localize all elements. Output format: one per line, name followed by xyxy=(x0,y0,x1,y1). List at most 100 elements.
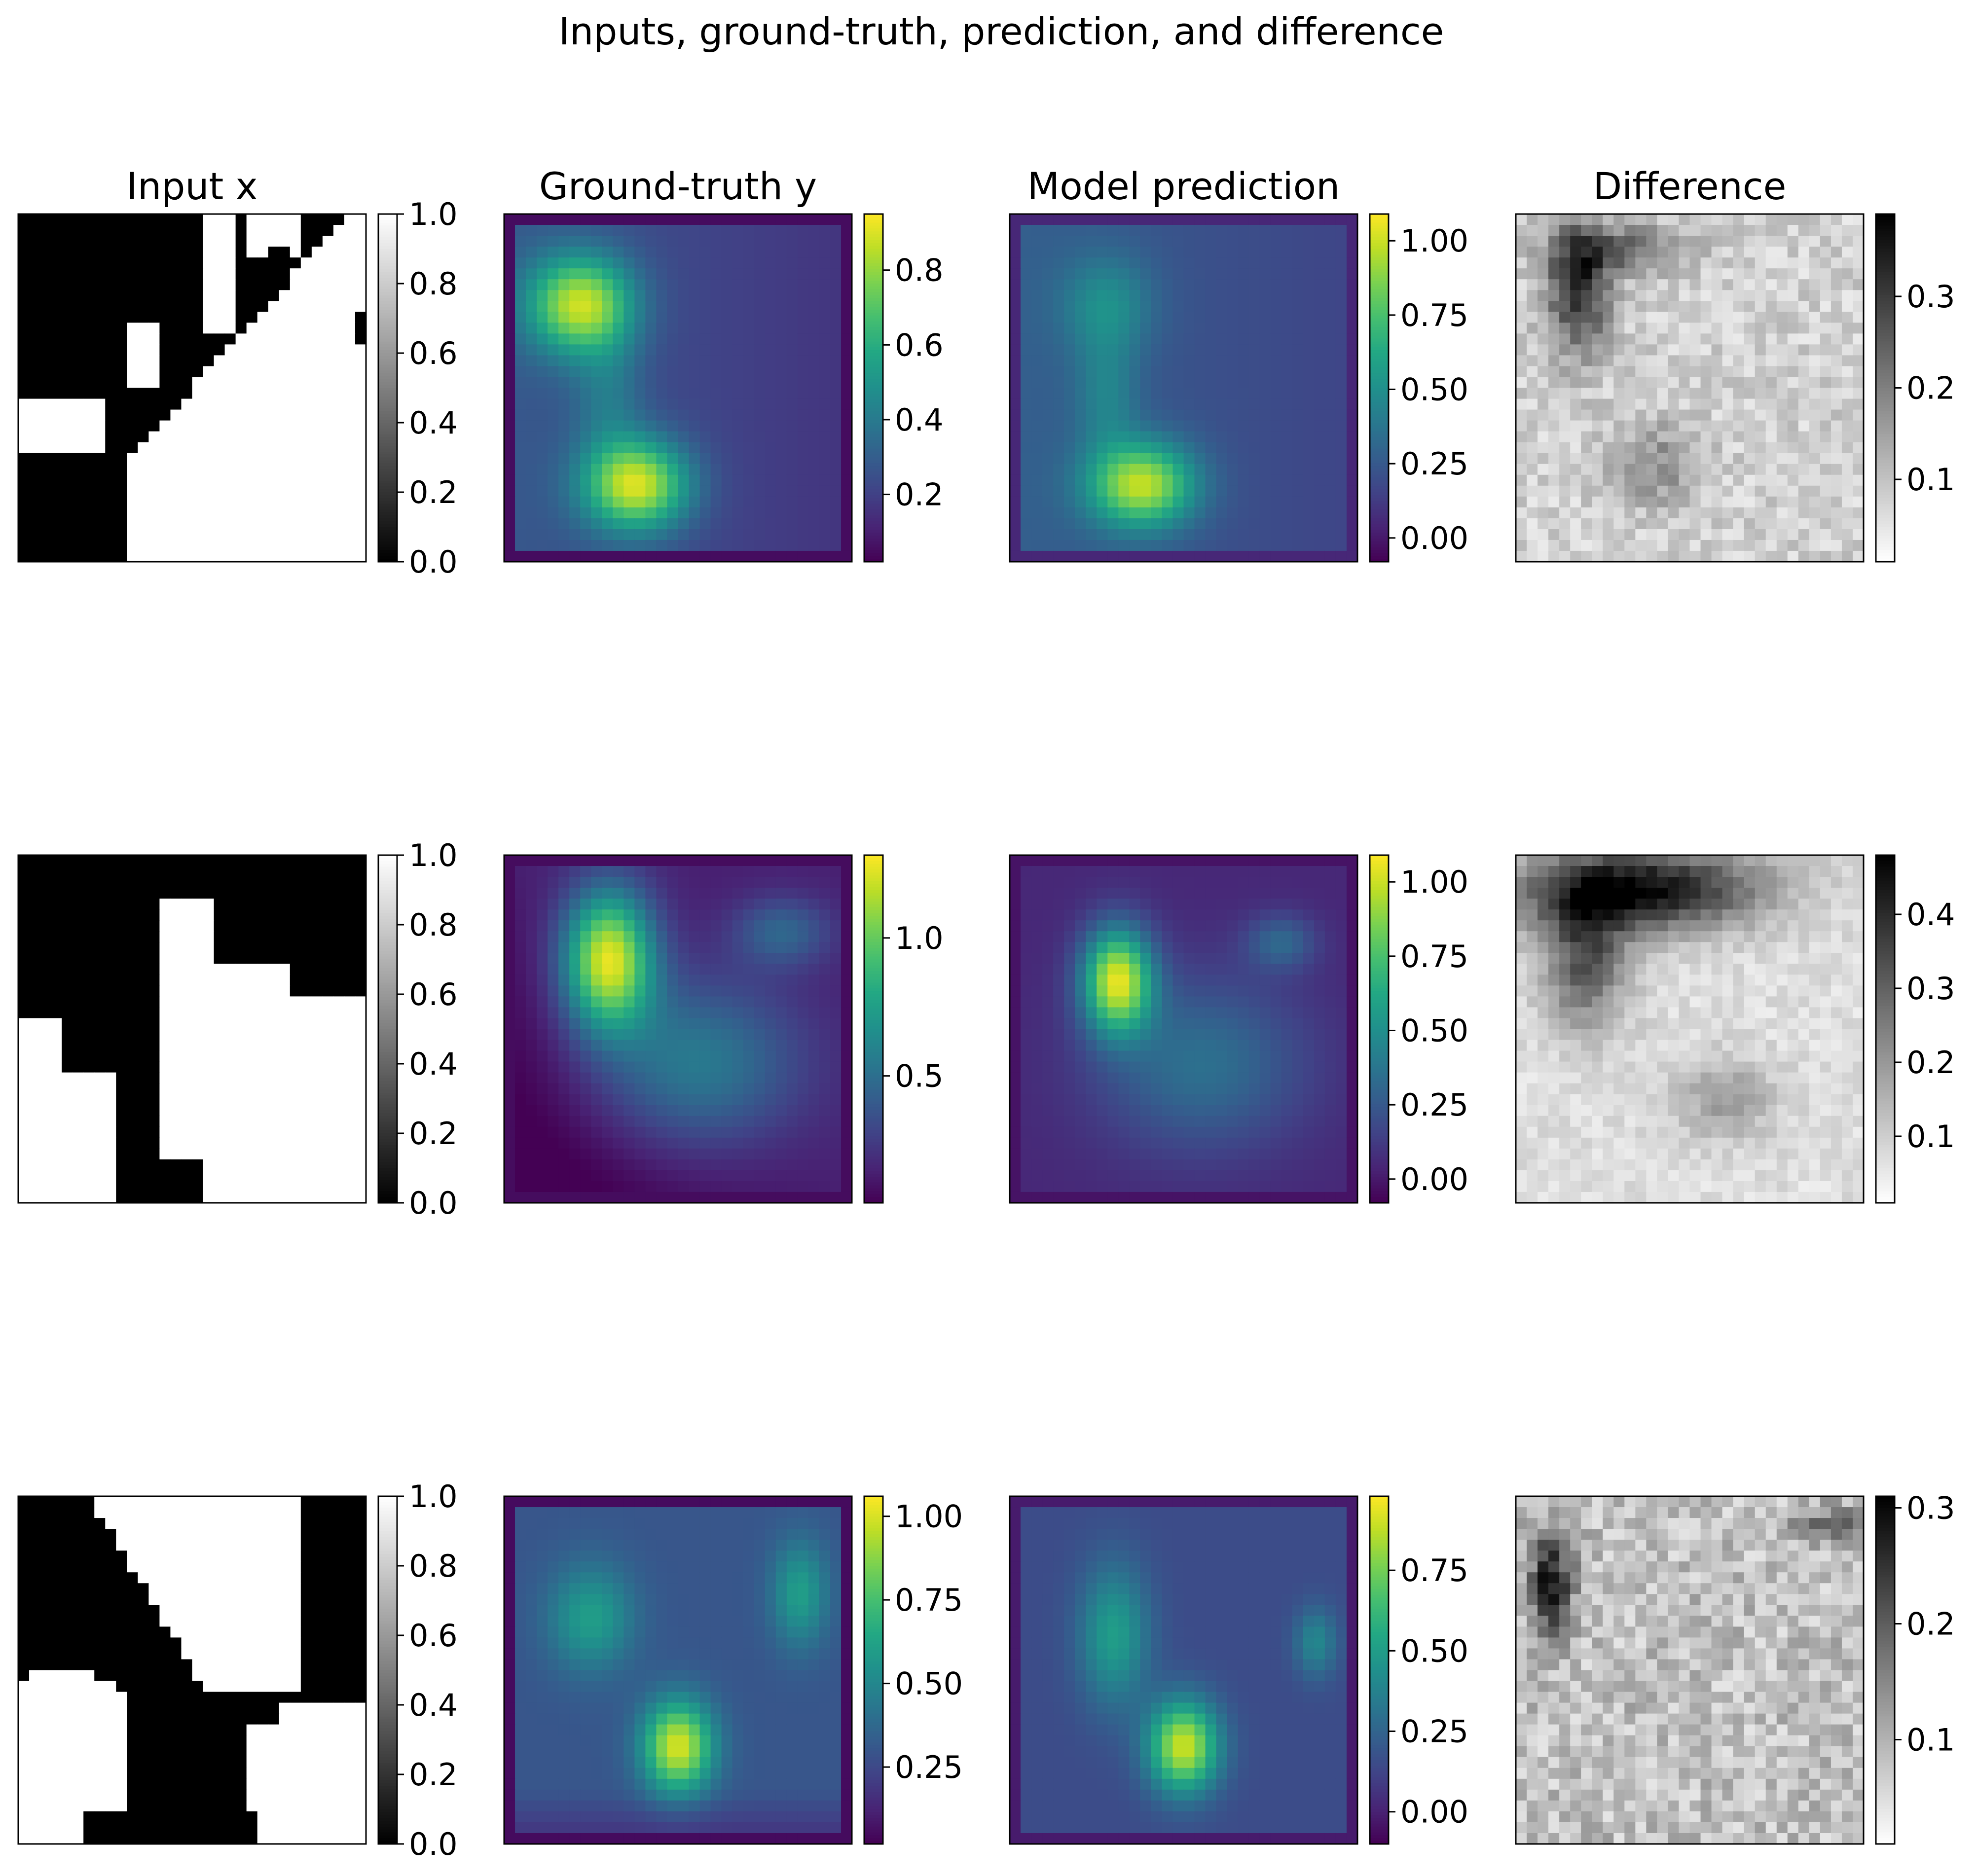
heatmap-cell xyxy=(73,974,84,986)
heatmap-cell xyxy=(40,942,51,953)
heatmap-cell xyxy=(1194,214,1206,225)
heatmap-cell xyxy=(1733,550,1745,562)
heatmap-cell xyxy=(170,877,182,888)
heatmap-cell xyxy=(105,855,116,866)
heatmap-cell xyxy=(689,485,700,497)
heatmap-cell xyxy=(797,268,809,280)
heatmap-cell xyxy=(1787,398,1799,410)
colorbar-gradient-step xyxy=(378,451,397,455)
heatmap-cell xyxy=(181,333,193,345)
colorbar-gradient-step xyxy=(1370,312,1389,316)
heatmap-cell xyxy=(73,257,84,269)
heatmap-cell xyxy=(1238,398,1249,410)
heatmap-cell xyxy=(1798,529,1810,541)
heatmap-cell xyxy=(1314,268,1325,280)
heatmap-cell xyxy=(18,388,30,399)
heatmap-cell xyxy=(355,496,366,508)
heatmap-cell xyxy=(1852,377,1864,389)
heatmap-cell xyxy=(1689,485,1701,497)
heatmap-cell xyxy=(300,398,312,410)
heatmap-cell xyxy=(159,540,171,551)
heatmap-cell xyxy=(279,888,291,899)
heatmap-cell xyxy=(1107,247,1119,258)
heatmap-cell xyxy=(786,507,798,519)
heatmap-cell xyxy=(181,529,193,541)
heatmap-cell xyxy=(1097,333,1108,345)
heatmap-cell xyxy=(333,355,345,367)
heatmap-cell xyxy=(333,225,345,236)
heatmap-cell xyxy=(1820,214,1831,225)
heatmap-cell xyxy=(1852,431,1864,443)
heatmap-cell xyxy=(116,323,127,334)
heatmap-cell xyxy=(29,279,40,290)
heatmap-cell xyxy=(743,301,755,312)
colorbar-gradient-step xyxy=(1370,240,1389,244)
heatmap-cell xyxy=(1581,474,1592,486)
heatmap-cell xyxy=(1086,257,1097,269)
heatmap-cell xyxy=(765,550,776,562)
heatmap-cell xyxy=(268,409,280,421)
heatmap-cell xyxy=(73,442,84,454)
heatmap-cell xyxy=(1335,214,1347,225)
heatmap-cell xyxy=(1538,344,1549,356)
heatmap-cell xyxy=(1324,355,1336,367)
heatmap-cell xyxy=(1172,236,1184,247)
heatmap-cell xyxy=(1270,474,1282,486)
heatmap-cell xyxy=(689,301,700,312)
heatmap-cell xyxy=(1107,485,1119,497)
heatmap-cell xyxy=(1657,388,1669,399)
heatmap-cell xyxy=(1809,496,1821,508)
heatmap-cell xyxy=(1787,442,1799,454)
heatmap-cell xyxy=(1248,540,1260,551)
heatmap-cell xyxy=(1841,409,1853,421)
heatmap-cell xyxy=(1314,236,1325,247)
heatmap-cell xyxy=(1798,474,1810,486)
heatmap-cell xyxy=(148,279,160,290)
heatmap-cell xyxy=(1314,529,1325,541)
heatmap-cell xyxy=(765,529,776,541)
heatmap-cell xyxy=(1603,323,1614,334)
heatmap-cell xyxy=(1809,257,1821,269)
heatmap-cell xyxy=(537,409,548,421)
heatmap-cell xyxy=(235,931,247,942)
heatmap-cell xyxy=(1798,398,1810,410)
heatmap-cell xyxy=(214,377,225,389)
heatmap-cell xyxy=(127,855,138,866)
heatmap-cell xyxy=(591,529,602,541)
heatmap-cell xyxy=(1570,409,1581,421)
heatmap-cell xyxy=(181,366,193,378)
heatmap-cell xyxy=(1711,257,1723,269)
heatmap-cell xyxy=(279,312,291,323)
heatmap-cell xyxy=(1129,550,1140,562)
colorbar-gradient-step xyxy=(378,483,397,487)
heatmap-cell xyxy=(1216,236,1228,247)
heatmap-cell xyxy=(105,312,116,323)
heatmap-cell xyxy=(311,301,323,312)
colorbar-gradient-step xyxy=(1876,428,1895,432)
heatmap-cell xyxy=(1162,344,1173,356)
heatmap-cell xyxy=(1852,344,1864,356)
heatmap-cell xyxy=(699,377,711,389)
heatmap-cell xyxy=(235,518,247,530)
heatmap-cell xyxy=(1064,279,1075,290)
heatmap-cell xyxy=(181,355,193,367)
heatmap-cell xyxy=(105,398,116,410)
heatmap-cell xyxy=(602,442,613,454)
heatmap-cell xyxy=(1809,409,1821,421)
heatmap-cell xyxy=(797,225,809,236)
heatmap-cell xyxy=(51,442,62,454)
heatmap-cell xyxy=(1314,301,1325,312)
heatmap-cell xyxy=(515,344,526,356)
heatmap-cell xyxy=(290,866,301,877)
heatmap-cell xyxy=(1118,474,1130,486)
heatmap-cell xyxy=(83,909,95,921)
heatmap-cell xyxy=(73,920,84,932)
colorbar-gradient-step xyxy=(1876,492,1895,496)
heatmap-cell xyxy=(1031,496,1043,508)
heatmap-cell xyxy=(1722,323,1734,334)
colorbar-gradient-step xyxy=(1370,278,1389,281)
heatmap-cell xyxy=(138,333,149,345)
heatmap-cell xyxy=(504,409,515,421)
heatmap-cell xyxy=(290,312,301,323)
heatmap-cell xyxy=(1227,529,1239,541)
